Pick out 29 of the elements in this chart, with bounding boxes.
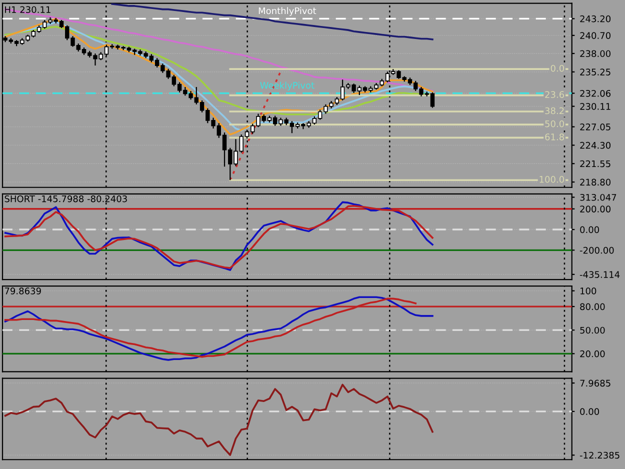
y-tick-label: 227.05	[580, 124, 610, 130]
ref-line-label: MonthlyPivot	[258, 7, 316, 16]
y-tick-label: 232.06	[580, 90, 611, 97]
y-tick-label: 218.80	[580, 178, 611, 186]
y-tick-label: 7.9685	[580, 380, 610, 387]
y-tick-label: -435.114	[580, 271, 620, 278]
chart-title: SHORT -145.7988 -80.2403	[4, 195, 127, 202]
y-tick-label: 0.00	[580, 226, 600, 234]
y-tick-label: 100	[580, 288, 596, 294]
line-series	[4, 384, 434, 456]
y-tick-label: 0.00	[580, 408, 600, 416]
y-tick-label: 230.11	[580, 103, 610, 110]
y-tick-label: 224.30	[580, 142, 611, 149]
y-tick-label: 313.047	[580, 194, 616, 201]
chart-title: 79.8639	[4, 288, 41, 294]
y-tick-label: 238.00	[580, 50, 611, 58]
y-tick-label: 243.20	[580, 15, 611, 22]
chart-title: H1 230.11	[5, 6, 50, 14]
y-tick-label: 80.00	[580, 303, 605, 310]
line-series	[111, 3, 434, 40]
ref-line-label: WeeklyPivot	[260, 82, 314, 90]
y-tick-label: 235.25	[580, 68, 610, 76]
y-tick-label: 50.00	[580, 326, 605, 334]
y-tick-label: 200.00	[580, 206, 611, 212]
y-tick-label: 20.00	[580, 350, 605, 358]
y-tick-label: 240.70	[580, 32, 611, 39]
y-tick-label: -12.2385	[580, 452, 620, 459]
y-tick-label: -200.00	[580, 246, 614, 254]
y-tick-label: 221.55	[580, 160, 610, 168]
